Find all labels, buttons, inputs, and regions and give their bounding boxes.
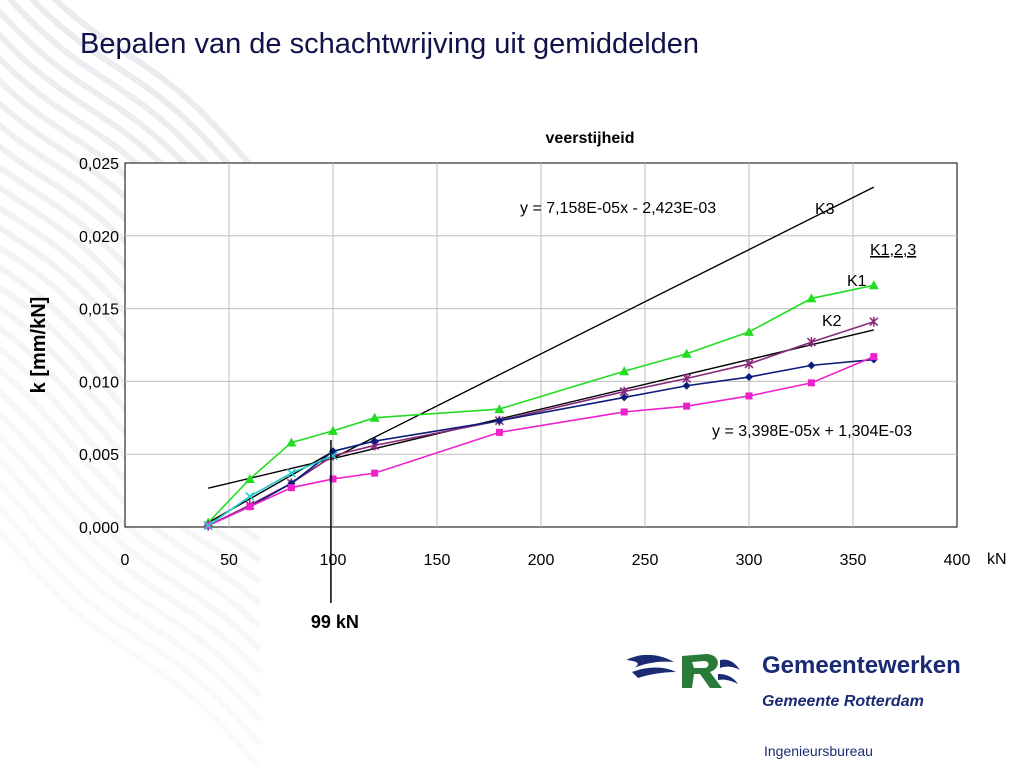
annotation-k123: K1,2,3 <box>870 242 916 259</box>
y-tick-label: 0,020 <box>79 229 119 246</box>
background-wave <box>0 345 262 585</box>
data-point <box>619 366 630 376</box>
data-point <box>328 425 338 435</box>
x-tick-label: 250 <box>632 552 659 569</box>
data-point <box>806 337 816 348</box>
data-point <box>806 293 817 303</box>
x-axis-label: kN <box>987 551 1007 568</box>
data-point <box>870 353 878 361</box>
slide-title: Bepalen van de schachtwrijving uit gemid… <box>80 28 700 60</box>
y-tick-label: 0,025 <box>79 156 119 173</box>
annotation-99kn: 99 kN <box>311 612 359 632</box>
data-point <box>370 437 379 446</box>
data-point <box>369 412 380 422</box>
x-tick-label: 50 <box>220 552 238 569</box>
background-wave <box>0 388 263 629</box>
data-point <box>286 437 297 447</box>
data-point <box>245 491 255 501</box>
annotation-k1: K1 <box>847 273 867 290</box>
data-point <box>495 428 503 436</box>
data-point <box>744 358 754 369</box>
data-point <box>868 280 879 290</box>
data-point <box>807 361 816 370</box>
x-tick-label: 300 <box>736 552 763 569</box>
data-point <box>869 316 879 327</box>
x-tick-label: 100 <box>320 552 347 569</box>
data-point <box>287 484 295 492</box>
x-tick-label: 150 <box>424 552 451 569</box>
data-point <box>682 381 691 390</box>
background-wave <box>0 456 263 698</box>
data-point <box>203 521 213 531</box>
x-tick-label: 0 <box>121 552 130 569</box>
data-point <box>745 392 753 400</box>
annotation-k2: K2 <box>822 313 842 330</box>
data-point <box>494 404 505 414</box>
background-wave <box>0 410 263 652</box>
data-point <box>495 416 504 425</box>
trendline-label-k3: K3 <box>815 201 835 218</box>
series-line-5 <box>207 454 334 527</box>
y-tick-label: 0,000 <box>79 520 119 537</box>
trendline-equation: y = 7,158E-05x - 2,423E-03 <box>520 200 716 217</box>
background-wave <box>0 479 263 722</box>
data-point <box>807 379 815 387</box>
background-wave <box>51 0 263 179</box>
data-point <box>286 468 296 478</box>
data-point <box>683 402 691 410</box>
data-point <box>745 373 753 382</box>
x-tick-label: 400 <box>944 552 971 569</box>
data-point <box>329 475 337 483</box>
data-point <box>371 469 379 477</box>
y-tick-label: 0,010 <box>79 374 119 391</box>
y-tick-label: 0,015 <box>79 302 119 319</box>
background-wave <box>28 0 263 203</box>
background-wave <box>0 527 263 768</box>
background-wave <box>0 432 263 675</box>
data-point <box>744 326 754 336</box>
background-wave <box>0 366 262 607</box>
org-name: Gemeentewerken <box>762 652 961 679</box>
data-point <box>620 408 628 416</box>
trendline-equation: y = 3,398E-05x + 1,304E-03 <box>712 423 912 440</box>
data-point <box>246 503 254 511</box>
background-wave <box>0 503 263 746</box>
chart-title: veerstijheid <box>546 130 635 147</box>
y-tick-label: 0,005 <box>79 447 119 464</box>
data-point <box>681 348 692 358</box>
x-tick-label: 200 <box>528 552 555 569</box>
data-point <box>244 473 255 483</box>
y-axis-label: k [mm/kN] <box>28 297 50 394</box>
org-department: Ingenieursbureau <box>764 743 873 759</box>
org-subtitle: Gemeente Rotterdam <box>762 693 924 710</box>
x-tick-label: 350 <box>840 552 867 569</box>
chart: 0 50 100 150 200 250 300 350 400 0,000 0,005 0,010 0… <box>28 130 1007 632</box>
data-point <box>620 393 629 402</box>
rotterdam-logo-icon <box>622 644 742 699</box>
